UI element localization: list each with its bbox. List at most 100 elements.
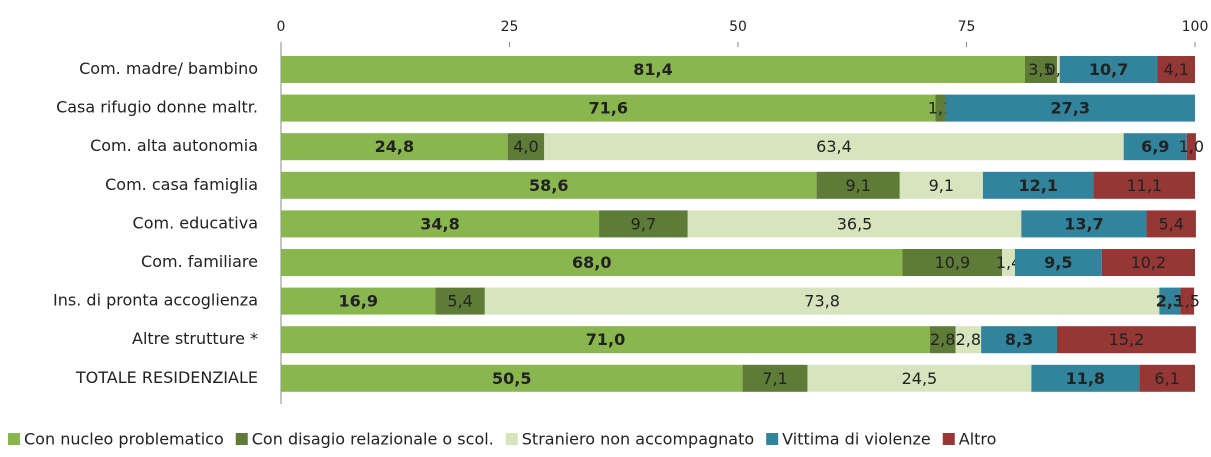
bar-segment <box>929 326 956 354</box>
bar-segment <box>981 326 1057 354</box>
value-label: 73,8 <box>804 292 840 311</box>
bar-segment <box>1021 210 1147 238</box>
value-label: 63,4 <box>816 137 852 156</box>
value-label: 10,2 <box>1131 253 1167 272</box>
legend-label: Con nucleo problematico <box>24 430 224 449</box>
value-label: 9,5 <box>1044 253 1072 272</box>
legend-label: Vittima di violenze <box>782 430 931 449</box>
bar-segment <box>1056 326 1196 354</box>
bar-segment <box>1157 56 1195 83</box>
bar-segment <box>281 249 903 276</box>
bar-segment <box>1093 171 1195 199</box>
value-label: 24,5 <box>902 369 938 388</box>
bar-segment <box>1186 133 1196 161</box>
value-label: 1,5 <box>1175 292 1200 311</box>
bar-segment <box>1024 56 1057 83</box>
bar-segment <box>1146 210 1196 238</box>
value-label: 36,5 <box>837 214 873 233</box>
value-label: 34,8 <box>420 214 459 233</box>
value-label: 5,4 <box>1159 214 1184 233</box>
bar-segment <box>281 326 930 354</box>
value-label: 10,9 <box>935 253 971 272</box>
category-label: Altre strutture * <box>132 329 258 348</box>
bar-segment <box>1014 249 1102 276</box>
category-label: Com. madre/ bambino <box>79 59 258 78</box>
x-tick-label: 25 <box>501 19 519 35</box>
value-label: 9,1 <box>845 176 870 195</box>
value-label: 27,3 <box>1050 99 1089 118</box>
legend-swatch <box>942 433 955 445</box>
value-label: 10,7 <box>1089 60 1128 79</box>
bar-segment <box>816 171 900 199</box>
bar-segment <box>599 210 688 238</box>
value-label: 11,1 <box>1126 176 1162 195</box>
bar-segment <box>281 94 936 122</box>
x-tick-label: 50 <box>729 19 747 35</box>
value-label: 4,1 <box>1164 60 1189 79</box>
legend-swatch <box>766 433 779 445</box>
legend-label: Straniero non accompagnato <box>522 430 754 449</box>
bar-segment <box>281 56 1025 83</box>
value-label: 1,4 <box>996 253 1021 272</box>
bar-segment <box>281 133 508 161</box>
bar-segment <box>507 133 545 161</box>
category-label: Com. casa famiglia <box>105 175 258 194</box>
value-label: 2,3 <box>1156 292 1184 311</box>
value-label: 5,4 <box>447 292 472 311</box>
category-label: Ins. di pronta accoglienza <box>53 291 258 310</box>
bar-segment <box>281 287 436 315</box>
bar-segment <box>281 171 817 199</box>
legend-swatch <box>505 433 518 445</box>
value-label: 50,5 <box>492 369 531 388</box>
bar-segment <box>1123 133 1187 161</box>
value-label: 24,8 <box>375 137 414 156</box>
bar-segment <box>1180 287 1195 315</box>
value-label: 1,0 <box>1179 137 1204 156</box>
category-label: Com. familiare <box>141 252 258 271</box>
value-label: 13,7 <box>1064 214 1103 233</box>
category-label: Com. alta autonomia <box>90 136 258 155</box>
legend-label: Altro <box>959 430 997 449</box>
value-label: 6,1 <box>1154 369 1179 388</box>
bar-segment <box>484 287 1160 315</box>
bar-segment <box>982 171 1094 199</box>
bar-segment <box>281 210 600 238</box>
bar-segment <box>955 326 982 354</box>
bar-segment <box>899 171 983 199</box>
x-tick-label: 75 <box>958 19 976 35</box>
bar-segment <box>1031 364 1140 392</box>
category-label: Com. educativa <box>133 213 258 232</box>
value-label: 58,6 <box>529 176 568 195</box>
value-label: 2,8 <box>930 330 955 349</box>
value-label: 9,1 <box>929 176 954 195</box>
value-label: 81,4 <box>633 60 672 79</box>
legend-swatch <box>8 433 20 445</box>
bar-segment <box>1139 364 1195 392</box>
bar-segment <box>902 249 1003 276</box>
bar-segment <box>544 133 1124 161</box>
category-label: Casa rifugio donne maltr. <box>56 98 258 117</box>
value-label: 71,6 <box>588 99 627 118</box>
x-tick-label: 0 <box>277 19 286 35</box>
bar-segment <box>1056 56 1060 83</box>
value-label: 6,9 <box>1141 137 1169 156</box>
bar-segment <box>1101 249 1195 276</box>
value-label: 2,8 <box>956 330 981 349</box>
category-label: TOTALE RESIDENZIALE <box>75 368 258 387</box>
bar-segment <box>935 94 946 122</box>
value-label: 16,9 <box>338 292 377 311</box>
bar-segment <box>435 287 485 315</box>
value-label: 12,1 <box>1019 176 1058 195</box>
bar-segment <box>807 364 1032 392</box>
value-label: 68,0 <box>572 253 611 272</box>
bar-segment <box>742 364 808 392</box>
bar-segment <box>945 94 1195 122</box>
bar-segment <box>1059 56 1158 83</box>
bar-segment <box>281 364 743 392</box>
legend-swatch <box>235 433 248 445</box>
value-label: 3,5 <box>1028 60 1053 79</box>
value-label: 11,8 <box>1066 369 1105 388</box>
bar-segment <box>687 210 1022 238</box>
value-label: 8,3 <box>1005 330 1033 349</box>
bar-segment <box>1159 287 1181 315</box>
